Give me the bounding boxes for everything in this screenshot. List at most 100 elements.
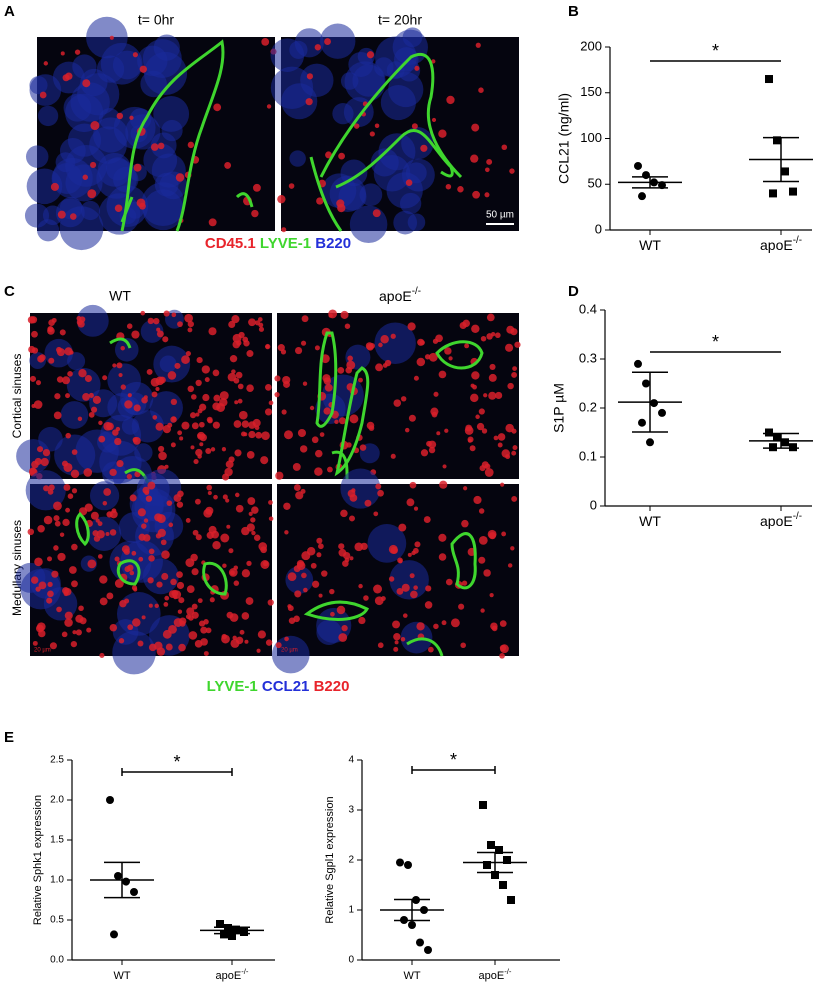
cell-blue [129,108,152,130]
point [114,872,122,880]
point [634,359,642,368]
cell-red [377,489,384,497]
cell-red [481,461,489,469]
cell-red [42,448,51,457]
point [638,418,646,427]
cell-red [145,495,153,502]
cell-red [435,334,443,343]
cell-red [62,74,70,82]
cell-red [393,399,402,407]
cell-red [191,422,199,430]
cell-red [314,467,323,476]
cell-red [438,533,447,542]
cell-red [336,605,346,615]
panel-label: B [568,3,579,20]
point [110,930,118,939]
cell-red [499,620,507,627]
cell-red [163,602,169,607]
cell-red [253,534,261,542]
cell-red [137,508,146,517]
cell-red [187,327,193,333]
cell-red [261,431,270,441]
cell-red [86,627,92,633]
point [404,861,412,869]
cell-red [246,384,254,393]
cell-red [438,129,447,138]
cell-red [411,123,418,130]
cell-red [70,213,77,220]
cell-red [243,432,248,437]
cell-red [338,543,345,550]
cell-red [413,585,418,590]
y-tick-label: 0 [590,497,597,512]
cell-red [296,559,305,568]
cell-red [232,340,241,349]
cell-red [140,310,146,316]
cell-red [365,342,374,350]
row-label: Cortical sinuses [10,354,24,439]
cell-blue [389,560,429,600]
point [769,443,777,452]
cell-red [328,313,333,318]
cell-red [87,559,97,569]
cell-blue [59,206,104,251]
cell-red [82,393,90,401]
cell-red [238,410,248,420]
cell-red [301,572,307,579]
cell-red [283,502,291,510]
cell-red [268,516,274,521]
cell-red [156,581,163,588]
cell-red [475,414,480,420]
cell-red [109,35,114,40]
cell-red [222,473,230,481]
cell-red [318,593,323,598]
cell-blue [289,40,308,59]
cell-red [166,500,173,506]
cell-red [179,436,184,441]
cell-red [283,430,293,440]
cell-red [206,531,214,539]
cell-red [36,622,46,632]
cell-red [483,393,488,398]
cell-red [39,91,47,99]
cell-red [163,310,170,317]
cell-red [187,141,195,149]
cell-blue [25,145,49,168]
cell-red [202,393,210,402]
point [634,161,642,170]
cell-red [60,51,65,56]
cell-red [54,393,61,400]
cell-red [470,154,479,163]
cell-red [288,183,295,189]
point [789,187,797,196]
cell-red [511,428,517,434]
cell-red [38,629,46,638]
cell-red [141,615,146,620]
cell-red [330,611,335,617]
cell-red [77,416,83,422]
label-text: WT [113,970,130,982]
cell-red [268,400,274,406]
cell-red [396,587,404,595]
label: apoE-/- [760,511,802,529]
cell-red [297,428,307,438]
cell-red [53,501,62,511]
cell-red [233,580,240,586]
legend-entry: B220 [314,678,350,695]
significance: * [712,41,719,61]
cell-red [92,395,102,404]
cell-red [72,630,77,635]
cell-red [178,643,186,652]
cell-red [275,471,284,480]
cell-red [31,347,39,354]
cell-red [327,466,333,473]
cell-red [300,340,307,346]
cell-red [233,565,239,570]
cell-red [176,501,184,508]
cell-red [37,525,45,533]
vessel [116,559,141,586]
cell-red [64,618,73,627]
cell-red [158,451,167,461]
cell-red [485,167,490,173]
y-tick-label: 0.5 [50,915,64,926]
